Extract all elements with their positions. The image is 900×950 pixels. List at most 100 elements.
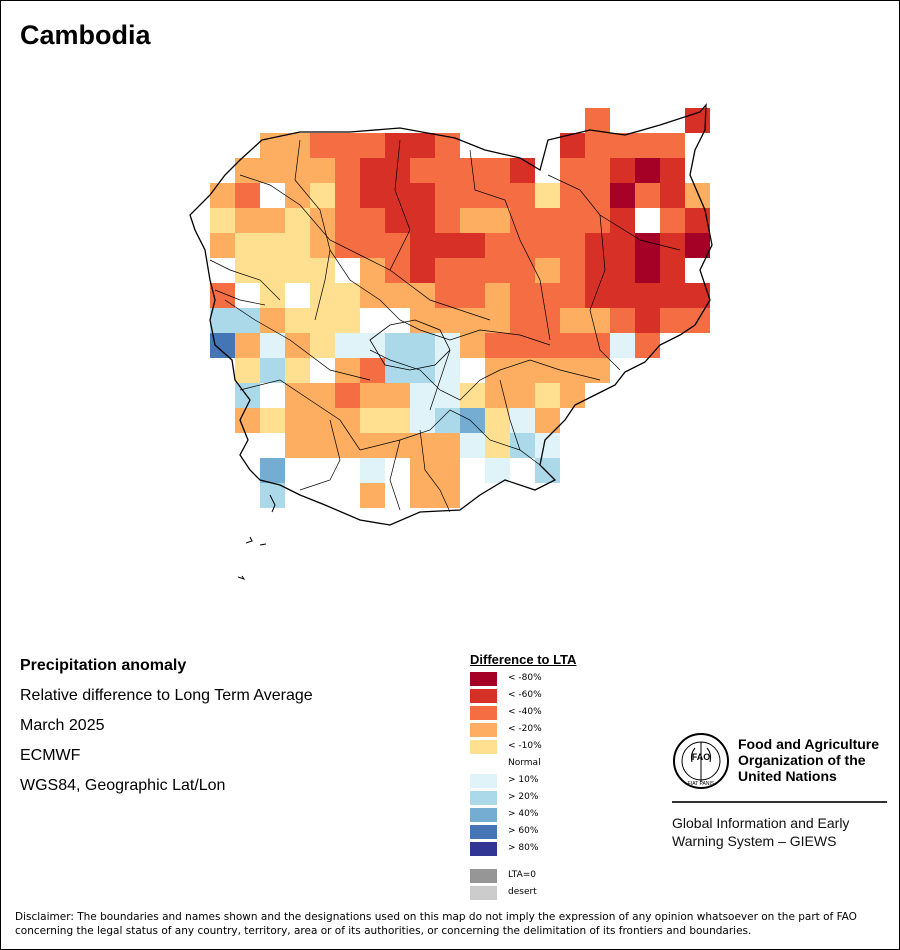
anomaly-cell <box>660 308 685 333</box>
anomaly-cell <box>310 158 335 183</box>
anomaly-cell <box>485 458 510 483</box>
anomaly-cell <box>360 433 385 458</box>
anomaly-cell <box>260 333 285 358</box>
country-boundary <box>189 103 713 526</box>
anomaly-cell <box>660 283 685 308</box>
anomaly-cell <box>685 208 710 233</box>
anomaly-cell <box>685 233 710 258</box>
anomaly-cell <box>285 408 310 433</box>
anomaly-cell <box>260 308 285 333</box>
anomaly-cell <box>535 183 560 208</box>
fao-logo-icon: FAO FIAT PANIS <box>673 733 729 789</box>
anomaly-cell <box>235 183 260 208</box>
anomaly-cell <box>510 158 535 183</box>
anomaly-cell <box>485 183 510 208</box>
anomaly-cell <box>460 333 485 358</box>
anomaly-cell <box>435 158 460 183</box>
anomaly-cell <box>435 233 460 258</box>
anomaly-cell <box>560 158 585 183</box>
anomaly-cell <box>235 408 260 433</box>
anomaly-cell <box>460 383 485 408</box>
anomaly-cell <box>335 333 360 358</box>
anomaly-cell <box>410 133 435 158</box>
anomaly-cell <box>635 283 660 308</box>
anomaly-cell <box>585 183 610 208</box>
info-heading: Precipitation anomaly <box>20 657 187 674</box>
anomaly-cell <box>635 233 660 258</box>
anomaly-cell <box>285 383 310 408</box>
anomaly-cell <box>410 433 435 458</box>
anomaly-cell <box>385 258 410 283</box>
anomaly-cell <box>635 133 660 158</box>
anomaly-cell <box>210 333 235 358</box>
anomaly-cell <box>410 408 435 433</box>
anomaly-cell <box>485 233 510 258</box>
info-projection: WGS84, Geographic Lat/Lon <box>20 777 226 794</box>
anomaly-cell <box>335 308 360 333</box>
anomaly-cell <box>660 133 685 158</box>
anomaly-cell <box>385 233 410 258</box>
anomaly-cell <box>410 333 435 358</box>
legend-label: Normal <box>508 758 541 768</box>
anomaly-cell <box>610 233 635 258</box>
anomaly-cell <box>260 458 285 483</box>
legend-label: LTA=0 <box>508 870 536 880</box>
info-subtitle: Relative difference to Long Term Average <box>20 687 313 704</box>
anomaly-cell <box>210 308 235 333</box>
legend-label: > 80% <box>508 843 539 853</box>
legend-swatch <box>470 808 497 822</box>
anomaly-cell <box>235 208 260 233</box>
legend-label: > 40% <box>508 809 539 819</box>
anomaly-cell <box>335 158 360 183</box>
anomaly-cell <box>360 333 385 358</box>
anomaly-cell <box>360 408 385 433</box>
anomaly-cell <box>435 358 460 383</box>
anomaly-cell <box>485 208 510 233</box>
legend-label: < -20% <box>508 724 542 734</box>
anomaly-cell <box>310 233 335 258</box>
anomaly-cell <box>560 133 585 158</box>
anomaly-cell <box>585 233 610 258</box>
anomaly-cell <box>335 433 360 458</box>
anomaly-cell <box>485 358 510 383</box>
anomaly-cell <box>485 158 510 183</box>
anomaly-cell <box>235 233 260 258</box>
anomaly-cell <box>260 208 285 233</box>
anomaly-cell <box>385 208 410 233</box>
anomaly-cell <box>460 208 485 233</box>
anomaly-cell <box>635 183 660 208</box>
anomaly-cell <box>485 308 510 333</box>
organization-name: Food and Agriculture Organization of the… <box>738 736 888 784</box>
anomaly-cell <box>460 408 485 433</box>
anomaly-cell <box>335 133 360 158</box>
anomaly-cell <box>335 383 360 408</box>
anomaly-cell <box>410 258 435 283</box>
anomaly-cell <box>310 183 335 208</box>
anomaly-cell <box>510 208 535 233</box>
legend-swatch <box>470 672 497 686</box>
legend-label: > 20% <box>508 792 539 802</box>
anomaly-cell <box>510 383 535 408</box>
anomaly-cell <box>385 358 410 383</box>
anomaly-cell <box>485 283 510 308</box>
legend-swatch <box>470 689 497 703</box>
anomaly-cell <box>535 283 560 308</box>
anomaly-cell <box>310 433 335 458</box>
anomaly-cell <box>285 258 310 283</box>
anomaly-cell <box>560 383 585 408</box>
anomaly-cell <box>385 333 410 358</box>
giews-label: Global Information and Early Warning Sys… <box>672 814 872 850</box>
anomaly-cell <box>435 483 460 508</box>
legend-swatch <box>470 740 497 754</box>
legend-title: Difference to LTA <box>470 652 577 667</box>
legend-label: < -40% <box>508 707 542 717</box>
legend-swatch <box>470 791 497 805</box>
legend-swatch <box>470 723 497 737</box>
anomaly-cell <box>360 158 385 183</box>
anomaly-cell <box>360 233 385 258</box>
anomaly-cell <box>310 308 335 333</box>
anomaly-grid <box>210 108 710 508</box>
info-period: March 2025 <box>20 717 105 734</box>
anomaly-cell <box>635 158 660 183</box>
legend-label: < -60% <box>508 690 542 700</box>
